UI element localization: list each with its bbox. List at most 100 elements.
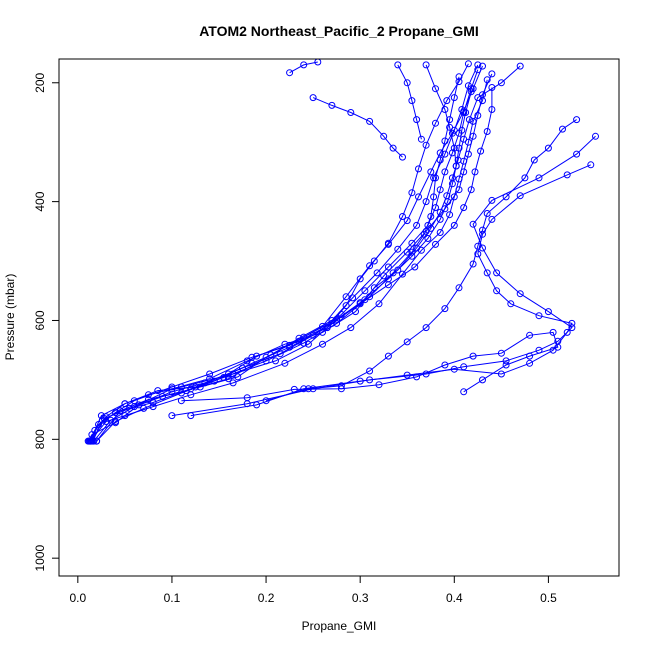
x-tick-label: 0.4	[446, 591, 463, 605]
profile-series-7	[84, 66, 482, 445]
profile-series-12	[187, 161, 595, 420]
series-line	[190, 164, 591, 417]
data-point	[460, 388, 468, 396]
data-point	[441, 137, 449, 145]
data-point	[448, 174, 456, 182]
data-point	[450, 193, 458, 201]
data-point	[450, 144, 458, 152]
series-line	[289, 61, 318, 74]
data-point	[93, 437, 101, 445]
data-point	[455, 186, 463, 194]
data-point	[441, 106, 449, 113]
data-point	[384, 352, 392, 360]
data-point	[286, 69, 294, 77]
series-line	[181, 331, 559, 402]
data-point	[417, 135, 425, 143]
data-point	[295, 337, 303, 345]
data-point	[375, 381, 383, 389]
data-point	[375, 300, 383, 308]
data-point	[168, 412, 176, 420]
data-point	[430, 174, 438, 182]
data-point	[422, 141, 430, 149]
data-point	[483, 76, 491, 84]
y-tick-label: 1000	[33, 545, 47, 572]
profile-series-18	[422, 61, 460, 170]
data-point	[413, 373, 421, 381]
x-tick-label: 0.5	[540, 591, 557, 605]
data-point	[408, 248, 416, 256]
data-point	[384, 240, 392, 248]
y-tick-label: 800	[33, 429, 47, 449]
data-point	[568, 319, 576, 327]
data-point	[488, 196, 496, 204]
profile-series-9	[86, 84, 496, 445]
series-line	[96, 76, 460, 442]
data-point	[559, 125, 566, 133]
data-point	[149, 403, 157, 411]
data-point	[516, 192, 524, 200]
data-point	[465, 116, 473, 124]
data-point	[366, 117, 374, 125]
data-point	[415, 193, 422, 201]
data-point	[460, 204, 468, 212]
data-point	[333, 319, 341, 327]
series-line	[397, 64, 422, 140]
data-point	[408, 239, 416, 247]
data-point	[462, 109, 470, 116]
profile-series-16	[309, 94, 406, 161]
data-point	[483, 269, 491, 277]
data-point	[319, 340, 326, 348]
data-point	[370, 257, 378, 265]
data-point	[516, 62, 524, 70]
data-point	[399, 213, 406, 220]
data-point	[408, 97, 416, 105]
data-point	[530, 156, 538, 164]
data-point	[436, 149, 444, 157]
data-point	[479, 226, 486, 234]
data-point	[477, 147, 485, 155]
data-point	[373, 269, 381, 277]
profile-series-17	[394, 61, 425, 143]
data-point	[349, 294, 357, 302]
data-point	[441, 305, 449, 313]
data-point	[488, 215, 496, 223]
data-point	[415, 165, 422, 173]
data-point	[452, 162, 460, 170]
data-point	[464, 60, 472, 68]
series-line	[265, 119, 577, 402]
data-point	[544, 308, 552, 316]
data-point	[450, 94, 458, 102]
data-point	[469, 220, 477, 228]
data-point	[403, 217, 411, 225]
y-axis: 200 400 600 800 1000	[33, 72, 60, 572]
data-point	[432, 240, 439, 248]
data-point	[116, 407, 124, 415]
data-point	[587, 161, 595, 169]
series-line	[89, 87, 493, 442]
data-point	[474, 242, 482, 250]
data-point	[347, 109, 355, 116]
data-point	[469, 132, 477, 140]
data-point	[474, 112, 482, 119]
data-point	[483, 128, 491, 135]
profile-series-2	[87, 62, 486, 445]
data-point	[422, 198, 430, 206]
data-point	[366, 367, 374, 375]
data-point	[497, 79, 505, 87]
data-point	[384, 281, 392, 289]
series-line	[312, 97, 403, 158]
data-point	[337, 382, 345, 390]
x-tick-label: 0.2	[258, 591, 275, 605]
data-point	[455, 144, 463, 152]
data-point	[206, 370, 214, 378]
y-tick-label: 600	[33, 310, 47, 330]
data-point	[281, 340, 289, 348]
data-point	[177, 397, 185, 405]
data-point	[253, 401, 261, 409]
chart-title: ATOM2 Northeast_Pacific_2 Propane_GMI	[199, 23, 479, 39]
data-point	[493, 287, 501, 295]
data-point	[342, 302, 350, 310]
series-line	[92, 64, 479, 442]
data-point	[304, 385, 312, 393]
